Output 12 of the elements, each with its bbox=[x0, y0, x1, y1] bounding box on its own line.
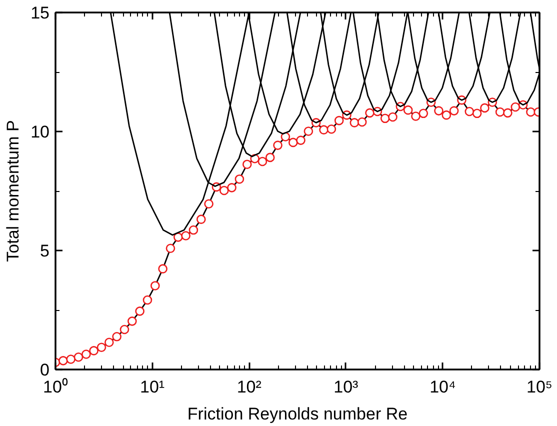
x-tick-label: 10⁵ bbox=[526, 378, 552, 396]
x-tick-label: 10⁰ bbox=[43, 378, 68, 396]
x-tick-label: 10⁴ bbox=[430, 378, 456, 396]
y-tick-label: 10 bbox=[30, 122, 50, 142]
y-tick-label: 5 bbox=[40, 242, 50, 260]
x-tick-label: 10³ bbox=[334, 378, 359, 396]
x-tick-label: 10¹ bbox=[140, 378, 165, 396]
x-axis-title: Friction Reynolds number Re bbox=[187, 404, 408, 424]
y-tick-label: 0 bbox=[40, 360, 50, 380]
y-tick-label: 15 bbox=[30, 4, 50, 22]
x-tick-label: 10² bbox=[236, 378, 262, 396]
y-axis-title: Total momentum P bbox=[4, 120, 23, 262]
